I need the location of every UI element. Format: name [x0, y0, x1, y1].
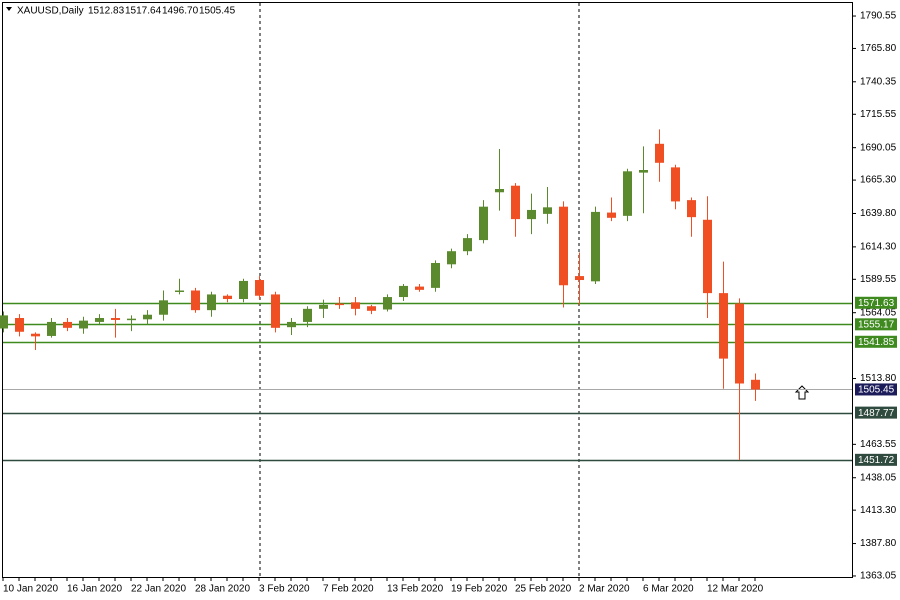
candle-body	[719, 293, 728, 359]
x-tick-label: 16 Jan 2020	[67, 584, 122, 595]
y-tick-label: 1564.05	[860, 307, 897, 318]
candle-body	[127, 318, 136, 321]
candle-body	[111, 318, 120, 320]
candle-body	[367, 306, 376, 311]
candle-body	[239, 280, 248, 300]
level-label: 1487.77	[858, 408, 895, 419]
candle-body	[399, 285, 408, 298]
level-label-bg	[855, 453, 897, 466]
level-label-bg	[855, 296, 897, 309]
x-tick-label: 10 Jan 2020	[3, 584, 58, 595]
level-label-bg	[855, 318, 897, 331]
y-tick-label: 1387.80	[860, 538, 897, 549]
y-tick-label: 1765.80	[860, 43, 897, 54]
level-label: 1505.45	[858, 385, 895, 396]
candle-body	[431, 262, 440, 288]
y-tick-label: 1639.80	[860, 208, 897, 219]
x-tick-label: 22 Jan 2020	[131, 584, 186, 595]
candle-body	[447, 251, 456, 265]
candle-body	[159, 300, 168, 315]
ohlc-close: 1505.45	[199, 6, 236, 17]
ohlc-low: 1496.70	[162, 6, 199, 17]
y-tick-label: 1665.30	[860, 175, 897, 186]
x-tick-label: 3 Feb 2020	[259, 584, 310, 595]
level-label: 1451.72	[858, 455, 895, 466]
y-tick-label: 1790.55	[860, 11, 897, 22]
ohlc-high: 1517.64	[125, 6, 162, 17]
candle-body	[655, 143, 664, 163]
level-label: 1541.85	[858, 337, 895, 348]
candle-body	[511, 185, 520, 220]
candle-body	[527, 209, 536, 220]
x-tick-label: 12 Mar 2020	[707, 584, 764, 595]
x-tick-label: 13 Feb 2020	[387, 584, 444, 595]
y-tick-label: 1363.05	[860, 571, 897, 582]
candle-body	[543, 207, 552, 214]
candle-body	[143, 314, 152, 320]
candle-body	[223, 295, 232, 300]
candle-body	[383, 297, 392, 310]
candle-body	[559, 206, 568, 286]
y-tick-label: 1413.30	[860, 505, 897, 516]
candle-body	[703, 219, 712, 294]
x-tick-label: 28 Jan 2020	[195, 584, 250, 595]
y-tick-label: 1690.05	[860, 142, 897, 153]
menu-triangle[interactable]	[6, 7, 12, 11]
symbol-label: XAUUSD,Daily	[17, 6, 84, 17]
x-tick-label: 25 Feb 2020	[515, 584, 572, 595]
level-label: 1571.63	[858, 298, 895, 309]
x-tick-label: 7 Feb 2020	[323, 584, 374, 595]
candle-body	[687, 200, 696, 218]
y-tick-label: 1438.05	[860, 472, 897, 483]
candle-body	[623, 171, 632, 216]
candle-body	[639, 169, 648, 173]
candle-body	[303, 308, 312, 322]
y-tick-label: 1715.55	[860, 109, 897, 120]
candle-body	[463, 238, 472, 252]
y-tick-label: 1614.30	[860, 242, 897, 253]
candle-body	[751, 379, 760, 390]
candle-body	[47, 321, 56, 336]
candle-body	[671, 167, 680, 202]
y-tick-label: 1513.80	[860, 373, 897, 384]
ohlc-open: 1512.83	[88, 6, 125, 17]
candle-body	[495, 188, 504, 193]
candle-body	[191, 290, 200, 311]
x-tick-label: 19 Feb 2020	[451, 584, 508, 595]
candle-body	[15, 318, 24, 332]
level-label-bg	[855, 383, 897, 396]
candle-body	[591, 211, 600, 282]
candle-body	[63, 321, 72, 328]
candle-body	[95, 318, 104, 322]
y-tick-label: 1589.55	[860, 274, 897, 285]
candle-body	[287, 321, 296, 328]
candle-body	[479, 206, 488, 241]
level-label-bg	[855, 406, 897, 419]
level-label: 1555.17	[858, 319, 895, 330]
candle-body	[335, 303, 344, 306]
candle-body	[735, 303, 744, 384]
level-label-bg	[855, 335, 897, 348]
y-tick-label: 1740.35	[860, 76, 897, 87]
x-tick-label: 2 Mar 2020	[579, 584, 630, 595]
candle-body	[319, 304, 328, 309]
candle-body	[31, 333, 40, 337]
candle-body	[175, 290, 184, 292]
candle-body	[415, 286, 424, 290]
plot-frame	[2, 2, 853, 578]
candle-body	[255, 280, 264, 296]
y-tick-label: 1463.55	[860, 439, 897, 450]
candle-body	[0, 315, 8, 329]
candle-body	[79, 320, 88, 329]
candle-body	[207, 294, 216, 311]
x-tick-label: 6 Mar 2020	[643, 584, 694, 595]
candle-body	[575, 276, 584, 281]
candle-body	[351, 302, 360, 309]
candle-body	[271, 294, 280, 328]
candle-body	[607, 212, 616, 218]
